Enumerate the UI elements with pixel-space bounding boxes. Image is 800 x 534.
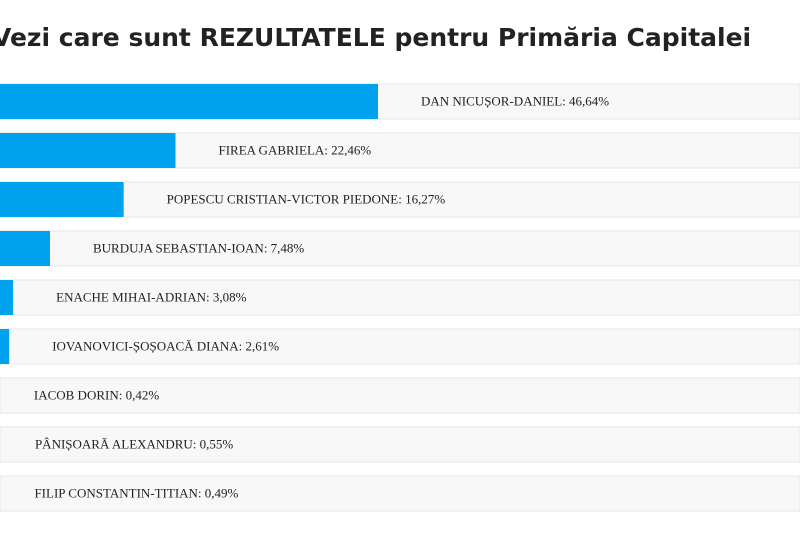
- row-background: [0, 426, 800, 463]
- bar: [0, 84, 379, 119]
- row-background: [0, 279, 800, 316]
- bar-label: DAN NICUȘOR-DANIEL: 46,64%: [421, 93, 609, 108]
- bar-label: PÂNIȘOARĂ ALEXANDRU: 0,55%: [35, 436, 233, 451]
- bar: [0, 182, 124, 217]
- bar-label: ENACHE MIHAI-ADRIAN: 3,08%: [56, 289, 246, 304]
- bar-label: IACOB DORIN: 0,42%: [34, 387, 159, 402]
- bar-label: FIREA GABRIELA: 22,46%: [218, 142, 371, 157]
- bar-label: FILIP CONSTANTIN-TITIAN: 0,49%: [34, 485, 238, 500]
- row-background: [0, 328, 800, 365]
- bar: [0, 231, 51, 266]
- row-background: [0, 230, 800, 267]
- row-background: [0, 475, 800, 512]
- bar: [0, 280, 14, 315]
- bar: [0, 133, 176, 168]
- row-background: [0, 181, 800, 218]
- row-background: [0, 377, 800, 414]
- bar-label: BURDUJA SEBASTIAN-IOAN: 7,48%: [93, 240, 304, 255]
- bar-label: IOVANOVICI-ȘOȘOACĂ DIANA: 2,61%: [52, 338, 279, 353]
- bar-label: POPESCU CRISTIAN-VICTOR PIEDONE: 16,27%: [167, 191, 446, 206]
- bar: [0, 329, 10, 364]
- chart-title: Vezi care sunt REZULTATELE pentru Primăr…: [0, 23, 751, 52]
